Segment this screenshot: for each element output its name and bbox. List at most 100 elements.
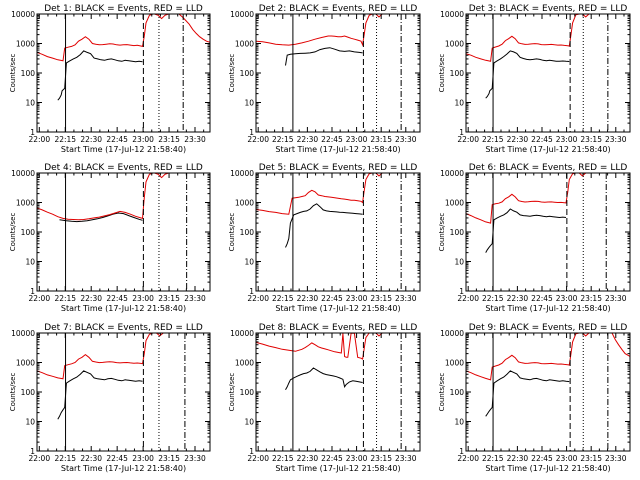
x-tick-label: 22:15 [54, 454, 76, 463]
x-tick-label: 23:00 [556, 135, 578, 144]
lld-series-line [37, 173, 210, 221]
plot-area [37, 173, 210, 291]
y-tick-label: 100 [21, 228, 36, 237]
y-tick-label: 1 [459, 287, 464, 296]
events-series-line [485, 208, 567, 253]
y-tick-label: 100 [450, 228, 465, 237]
y-tick-label: 1 [459, 128, 464, 137]
events-series-line [285, 367, 363, 390]
x-tick-label: 23:15 [158, 454, 180, 463]
x-axis-label: Start Time (17-Jul-12 21:58:40) [275, 464, 400, 473]
lld-series-line [256, 173, 420, 215]
y-tick-label: 1000 [16, 359, 35, 368]
events-series-line [485, 50, 570, 99]
y-axis-label: Counts/sec [9, 373, 17, 412]
lld-series-line [466, 173, 630, 224]
x-tick-label: 22:45 [106, 135, 128, 144]
x-tick-label: 22:00 [247, 294, 269, 303]
panel-title: Det 1: BLACK = Events, RED = LLD [44, 4, 203, 14]
x-tick-label: 23:30 [605, 294, 627, 303]
x-tick-label: 23:00 [556, 454, 578, 463]
detector-panel: Det 7: BLACK = Events, RED = LLD 1 10 100 10… [9, 323, 211, 473]
plot-area [466, 173, 630, 291]
x-tick-label: 22:15 [272, 135, 294, 144]
y-tick-label: 100 [240, 228, 255, 237]
y-axis-label: Counts/sec [228, 213, 236, 252]
x-tick-label: 22:00 [247, 454, 269, 463]
axes-frame [465, 172, 631, 292]
axes-frame [36, 172, 211, 292]
x-axis-label: Start Time (17-Jul-12 21:58:40) [275, 145, 400, 154]
x-tick-label: 22:15 [272, 294, 294, 303]
x-tick-label: 22:30 [80, 135, 102, 144]
x-tick-label: 22:00 [457, 454, 479, 463]
x-tick-label: 22:30 [507, 135, 529, 144]
detector-panel: Det 8: BLACK = Events, RED = LLD 1 10 100 10… [228, 323, 421, 473]
x-tick-label: 23:15 [370, 135, 392, 144]
y-tick-label: 10 [244, 99, 254, 108]
panel-title: Det 4: BLACK = Events, RED = LLD [44, 163, 203, 173]
lld-series-line [256, 14, 420, 47]
y-tick-label: 1000 [16, 199, 35, 208]
x-axis-label: Start Time (17-Jul-12 21:58:40) [275, 304, 400, 313]
axes-frame [465, 332, 631, 452]
y-axis-label: Counts/sec [438, 54, 446, 93]
x-axis-label: Start Time (17-Jul-12 21:58:40) [61, 145, 186, 154]
panel-title: Det 5: BLACK = Events, RED = LLD [259, 163, 418, 173]
y-axis-label: Counts/sec [438, 373, 446, 412]
events-series-line [485, 370, 570, 417]
x-tick-label: 22:00 [28, 454, 50, 463]
x-tick-label: 23:00 [132, 454, 154, 463]
y-tick-label: 10000 [230, 10, 254, 19]
x-tick-label: 23:30 [395, 294, 417, 303]
x-tick-label: 23:30 [605, 454, 627, 463]
panel-title: Det 8: BLACK = Events, RED = LLD [259, 323, 418, 333]
detector-panel: Det 4: BLACK = Events, RED = LLD 1 10 100 10… [9, 163, 211, 313]
x-tick-label: 22:45 [106, 294, 128, 303]
x-tick-label: 23:30 [395, 135, 417, 144]
y-tick-label: 1 [30, 128, 35, 137]
x-tick-label: 22:45 [321, 294, 343, 303]
y-tick-label: 1 [30, 287, 35, 296]
detector-panel: Det 5: BLACK = Events, RED = LLD 1 10 100 10… [228, 163, 421, 313]
y-tick-label: 10 [454, 99, 464, 108]
x-tick-label: 23:15 [158, 135, 180, 144]
y-tick-label: 10000 [230, 329, 254, 338]
x-tick-label: 22:45 [531, 454, 553, 463]
x-tick-label: 22:00 [28, 294, 50, 303]
y-tick-label: 10000 [440, 10, 464, 19]
x-tick-label: 22:45 [106, 454, 128, 463]
y-tick-label: 10000 [11, 10, 35, 19]
y-tick-label: 10000 [11, 169, 35, 178]
y-tick-label: 100 [21, 388, 36, 397]
y-tick-label: 1 [459, 447, 464, 456]
y-tick-label: 1 [249, 287, 254, 296]
plot-area [466, 14, 630, 132]
x-tick-label: 23:00 [346, 454, 368, 463]
events-series-line [59, 212, 143, 223]
x-tick-label: 22:30 [80, 454, 102, 463]
x-tick-label: 23:15 [158, 294, 180, 303]
y-axis-label: Counts/sec [9, 213, 17, 252]
x-tick-label: 22:15 [272, 454, 294, 463]
y-tick-label: 100 [240, 69, 255, 78]
y-tick-label: 1000 [445, 199, 464, 208]
lld-series-line [256, 333, 420, 360]
y-tick-label: 10 [454, 418, 464, 427]
events-series-line [57, 370, 143, 420]
x-tick-label: 23:30 [395, 454, 417, 463]
y-tick-label: 10000 [440, 169, 464, 178]
y-axis-label: Counts/sec [228, 54, 236, 93]
x-tick-label: 22:45 [321, 135, 343, 144]
x-tick-label: 23:30 [184, 135, 206, 144]
panel-title: Det 2: BLACK = Events, RED = LLD [259, 4, 418, 14]
x-tick-label: 22:00 [247, 135, 269, 144]
x-tick-label: 23:15 [370, 294, 392, 303]
x-tick-label: 23:00 [132, 135, 154, 144]
y-axis-label: Counts/sec [9, 54, 17, 93]
x-tick-label: 22:15 [482, 294, 504, 303]
plot-area [37, 333, 210, 451]
events-series-line [285, 47, 363, 66]
panel-title: Det 9: BLACK = Events, RED = LLD [469, 323, 628, 333]
y-tick-label: 100 [450, 69, 465, 78]
